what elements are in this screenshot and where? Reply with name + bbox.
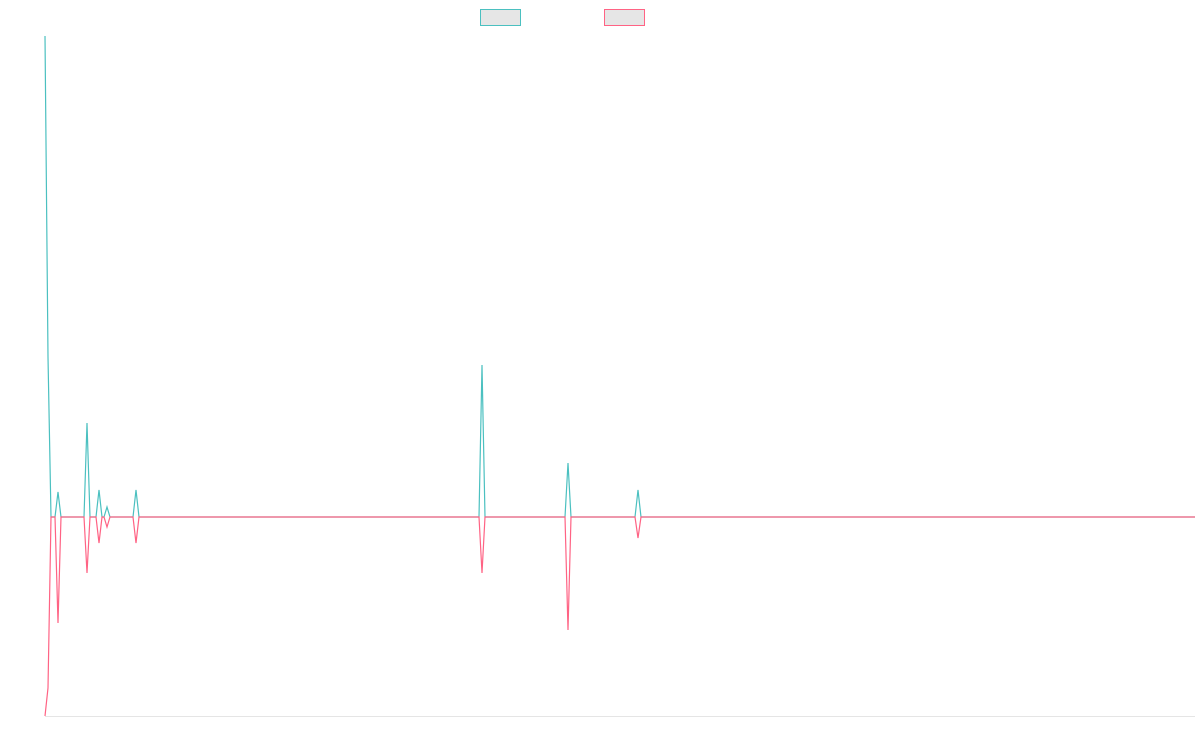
series-line <box>44 516 1195 717</box>
series-line <box>44 35 1195 518</box>
legend-swatch <box>480 9 521 26</box>
legend-swatch <box>604 9 645 26</box>
